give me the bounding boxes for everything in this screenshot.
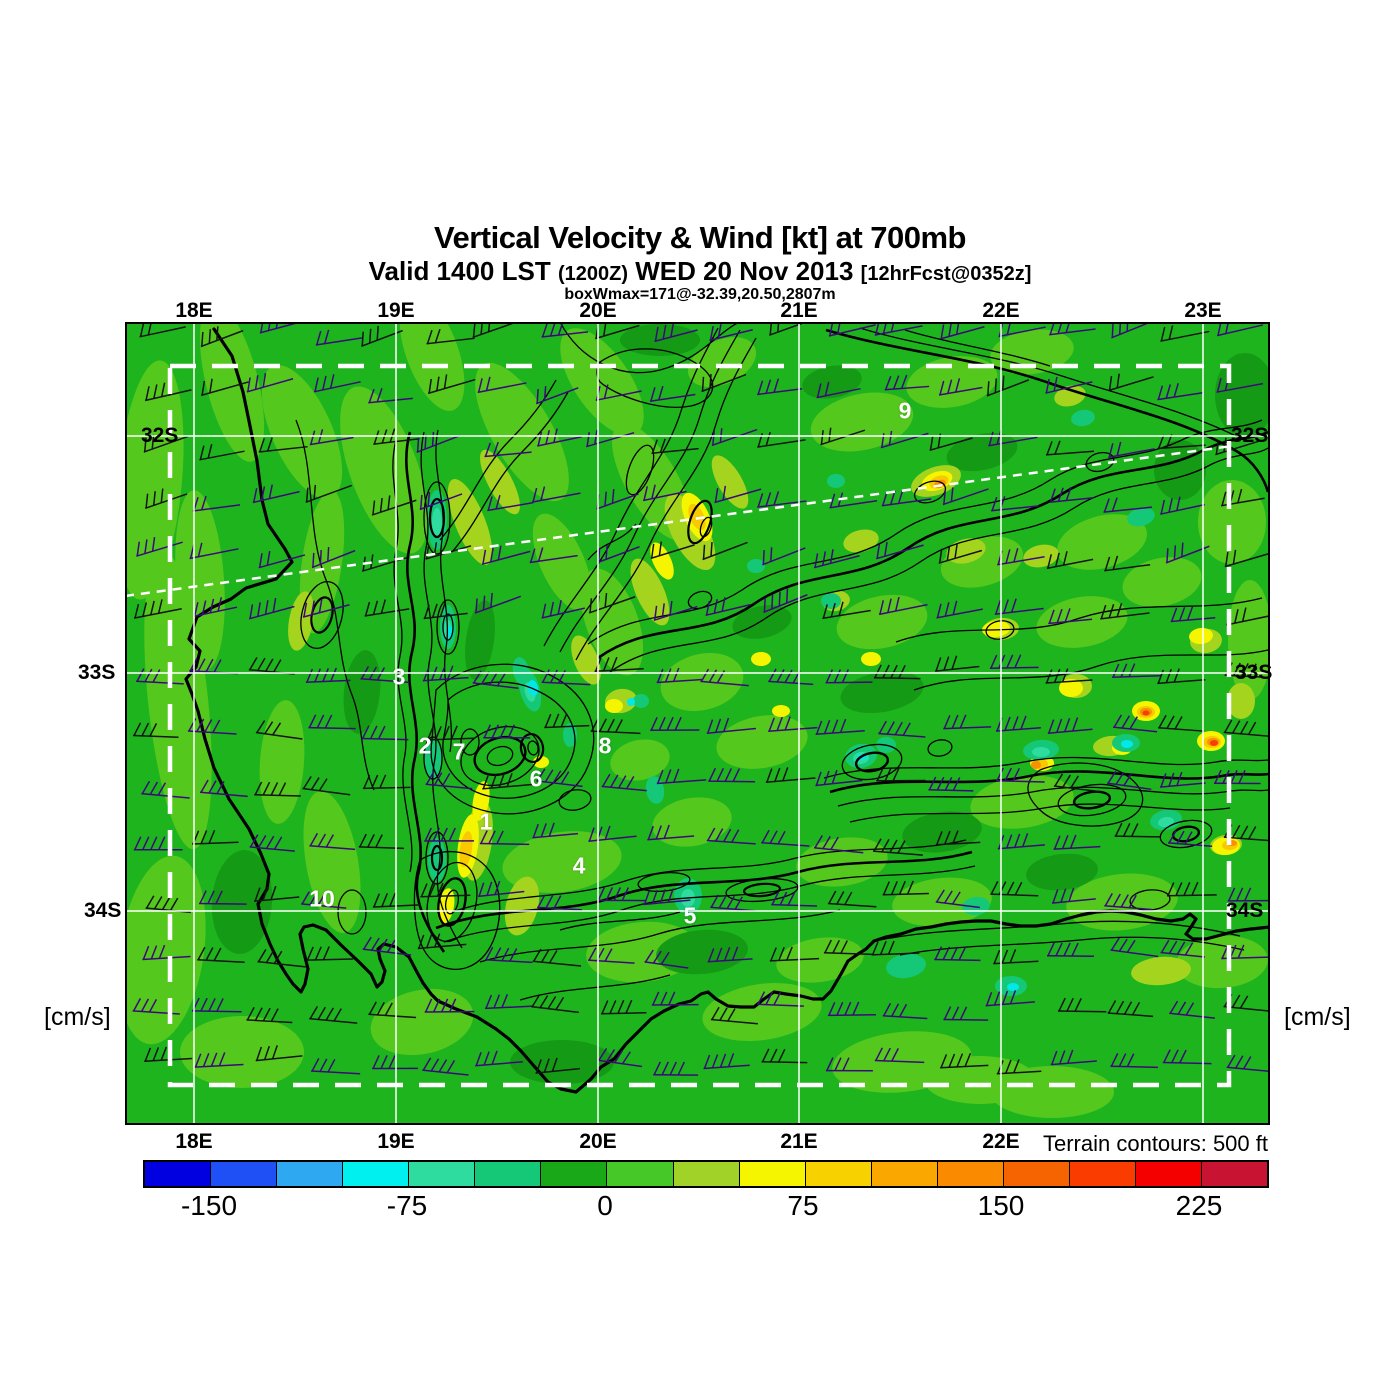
colorbar-cell-13 (1003, 1162, 1070, 1186)
location-number-7: 7 (452, 738, 466, 765)
top-axis-label: 18E (175, 299, 213, 322)
colorbar-cell-6 (541, 1162, 608, 1186)
bottom-axis-label: 18E (175, 1130, 213, 1153)
top-axis-label: 20E (579, 299, 617, 322)
right-axis-label: 34S (1226, 899, 1264, 922)
bottom-axis-label: 19E (377, 1130, 415, 1153)
colorbar-tick-label: 75 (787, 1190, 819, 1221)
header: Vertical Velocity & Wind [kt] at 700mb V… (0, 220, 1400, 304)
latlon-grid (125, 322, 1270, 1125)
location-number-5: 5 (683, 902, 697, 929)
colorbar-cell-11 (871, 1162, 938, 1186)
location-number-8: 8 (598, 732, 612, 759)
location-number-4: 4 (572, 852, 586, 879)
colorbar-cell-15 (1135, 1162, 1202, 1186)
valid-zulu: (1200Z) (557, 262, 628, 285)
top-axis-label: 19E (377, 299, 415, 322)
map-border (125, 322, 1270, 1125)
colorbar-cell-3 (343, 1162, 410, 1186)
terrain-contours-note: Terrain contours: 500 ft (1042, 1131, 1268, 1156)
right-axis-label: 33S (1235, 661, 1273, 684)
inner-domain-box (167, 363, 1232, 1088)
top-axis-label: 22E (982, 299, 1020, 322)
colorbar-cell-10 (805, 1162, 872, 1186)
colorbar-cell-14 (1069, 1162, 1136, 1186)
velocity-field-patches (125, 322, 1270, 1125)
top-axis-label: 23E (1184, 299, 1222, 322)
right-axis-label: 32S (1231, 424, 1269, 447)
colorbar-tick-label: -75 (386, 1190, 428, 1221)
left-axis-label: 33S (78, 661, 116, 684)
colorbar-cell-1 (211, 1162, 278, 1186)
colorbar-tick-label: 0 (597, 1190, 613, 1221)
location-number-1: 1 (479, 808, 493, 835)
colorbar-tick-label: 150 (977, 1190, 1025, 1221)
location-number-6: 6 (529, 765, 543, 792)
location-number-3: 3 (392, 663, 406, 690)
location-number-10: 10 (309, 885, 335, 912)
colorbar-cell-16 (1202, 1162, 1268, 1186)
map-svg (125, 322, 1270, 1125)
units-label-left: [cm/s] (44, 1003, 111, 1031)
location-number-9: 9 (898, 397, 912, 424)
valid-time: Valid 1400 LST (368, 255, 551, 286)
colorbar-cell-12 (937, 1162, 1004, 1186)
colorbar-cell-9 (739, 1162, 806, 1186)
colorbar-cell-4 (409, 1162, 476, 1186)
colorbar (143, 1160, 1269, 1188)
colorbar-cell-5 (475, 1162, 542, 1186)
chart-title: Vertical Velocity & Wind [kt] at 700mb (433, 220, 967, 255)
bottom-axis-label: 20E (579, 1130, 617, 1153)
colorbar-cell-2 (277, 1162, 344, 1186)
left-axis-label: 34S (84, 899, 122, 922)
top-axis-label: 21E (780, 299, 818, 322)
units-label-right: [cm/s] (1284, 1003, 1351, 1031)
bottom-axis-label: 21E (780, 1130, 818, 1153)
bottom-axis-label: 22E (982, 1130, 1020, 1153)
valid-date: WED 20 Nov 2013 (635, 255, 854, 286)
forecast-tag: [12hrFcst@0352z] (860, 262, 1032, 285)
colorbar-tick-labels: -150 -75 0 75 150 225 (143, 1190, 1265, 1224)
chart-subtitle: Valid 1400 LST (1200Z) WED 20 Nov 2013 [… (0, 255, 1400, 286)
left-axis-label: 32S (141, 424, 179, 447)
location-number-layer: 1 2 3 4 5 6 7 8 9 10 (125, 322, 1270, 1125)
map-panel: 1 2 3 4 5 6 7 8 9 10 (125, 322, 1270, 1125)
coastline (184, 327, 1270, 1094)
colorbar-cell-8 (673, 1162, 740, 1186)
location-number-2: 2 (418, 732, 432, 759)
terrain-contours (295, 322, 1270, 1001)
colorbar-tick-label: 225 (1175, 1190, 1223, 1221)
box-max-annotation: boxWmax=171@-32.39,20.50,2807m (564, 285, 836, 303)
diagonal-section-line (125, 444, 1233, 598)
colorbar-cell-7 (607, 1162, 674, 1186)
colorbar-tick-label: -150 (180, 1190, 238, 1221)
colorbar-cell-0 (145, 1162, 212, 1186)
